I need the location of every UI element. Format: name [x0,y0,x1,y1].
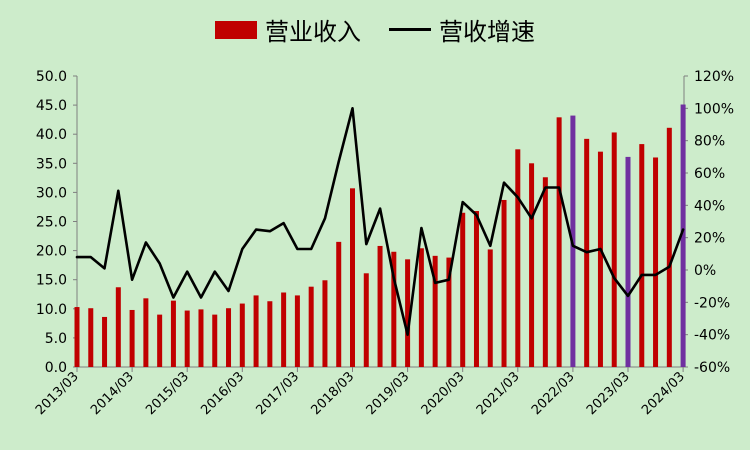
x-axis-tick-label: 2019/03 [364,369,413,418]
revenue-bar [487,249,493,367]
x-axis-tick-label: 2021/03 [474,369,523,418]
revenue-bar [597,151,603,367]
revenue-bar [294,295,300,367]
right-axis-tick-label: -60% [694,360,730,376]
left-axis-tick-label: 20.0 [36,244,67,260]
chart-legend: 营业收入 营收增速 [0,12,750,47]
revenue-bar [460,212,466,367]
legend-item-revenue: 营业收入 [215,12,361,47]
revenue-bar [74,307,80,367]
left-axis-tick-label: 30.0 [36,185,67,201]
revenue-bar [184,310,190,367]
x-axis-tick-label: 2014/03 [88,369,137,418]
right-axis-tick-label: 120% [694,69,734,85]
revenue-bar [102,316,108,367]
revenue-bar [239,303,245,367]
right-axis-tick-label: 40% [694,198,725,214]
legend-revenue-label: 营业收入 [265,18,361,46]
x-axis-tick-label: 2013/03 [33,369,82,418]
x-axis-tick-label: 2016/03 [198,369,247,418]
revenue-bar [198,309,204,367]
revenue-bar [515,149,521,367]
x-axis-tick-label: 2018/03 [309,369,358,418]
revenue-bar [267,301,273,367]
right-axis-tick-label: 60% [694,166,725,182]
x-axis-tick-label: 2024/03 [639,369,688,418]
legend-item-growth: 营收增速 [389,12,535,47]
left-axis-tick-label: 25.0 [36,215,67,231]
legend-bar-swatch [215,20,257,39]
revenue-bar [680,104,686,367]
revenue-bar [212,314,218,367]
revenue-bar [501,199,507,367]
revenue-bar [350,188,355,367]
revenue-bar [639,144,645,367]
revenue-bar [391,251,397,367]
right-axis-tick-label: -40% [694,328,730,344]
left-axis-tick-label: 0.0 [45,360,67,376]
revenue-bar [281,292,287,367]
revenue-bar [625,156,631,367]
left-axis-tick-label: 5.0 [45,331,67,347]
revenue-bar [129,309,135,367]
revenue-bar [88,308,94,367]
left-axis-tick-label: 15.0 [36,273,67,289]
revenue-bar [556,117,562,368]
right-axis-tick-label: -20% [694,295,730,311]
x-axis-tick-label: 2017/03 [253,369,302,418]
revenue-bar [226,308,232,367]
right-axis-tick-label: 20% [694,231,725,247]
revenue-bar [473,211,479,367]
revenue-bar [542,177,548,367]
revenue-bar [611,132,617,367]
legend-growth-label: 营收增速 [439,18,535,46]
revenue-bar [529,163,535,367]
x-axis-tick-label: 2023/03 [584,369,633,418]
right-axis-tick-label: 100% [694,101,734,117]
revenue-bar [336,241,342,367]
x-axis-tick-label: 2022/03 [529,369,578,418]
revenue-bar [377,245,383,367]
left-axis-tick-label: 35.0 [36,156,67,172]
revenue-bar [157,314,163,367]
revenue-bar [418,248,424,367]
left-axis-tick-label: 45.0 [36,98,67,114]
revenue-bar [143,298,149,367]
left-axis-tick-label: 10.0 [36,302,67,318]
revenue-bar [115,287,121,367]
left-axis-tick-label: 40.0 [36,127,67,143]
revenue-bar [308,286,314,367]
growth-line [75,107,685,337]
revenue-bar [432,255,438,367]
right-axis-tick-label: 80% [694,134,725,150]
revenue-bar [363,273,369,367]
x-axis-tick-label: 2015/03 [143,369,192,418]
legend-line-swatch [389,28,431,31]
revenue-bar [653,157,659,367]
revenue-bar [405,259,411,367]
revenue-bar [666,127,672,367]
right-axis-tick-label: 0% [694,263,716,279]
revenue-bar [170,300,176,367]
revenue-bar [253,295,259,367]
revenue-bar [322,280,328,367]
revenue-bar [446,257,452,367]
x-axis-tick-label: 2020/03 [419,369,468,418]
left-axis-tick-label: 50.0 [36,69,67,85]
